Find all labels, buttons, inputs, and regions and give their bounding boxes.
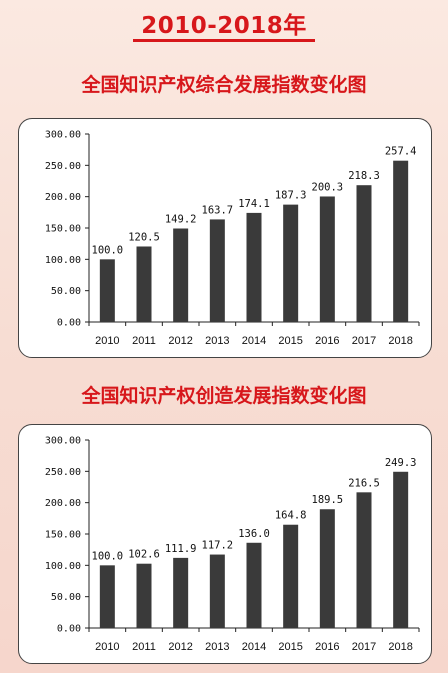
data-label-2015: 187.3: [275, 190, 307, 202]
bar-2017: [356, 492, 372, 628]
x-tick-label-2014: 2014: [242, 641, 266, 653]
x-tick-label-2017: 2017: [352, 335, 376, 347]
bar-2014: [246, 542, 262, 628]
data-label-2010: 100.0: [92, 244, 124, 256]
x-tick-label-2015: 2015: [278, 335, 302, 347]
data-label-2010: 100.0: [92, 550, 124, 562]
x-tick-label-2013: 2013: [205, 641, 229, 653]
y-tick-label: 150.00: [45, 224, 81, 235]
data-label-2012: 111.9: [165, 543, 197, 555]
x-tick-label-2010: 2010: [95, 641, 119, 653]
bar-2012: [173, 228, 189, 322]
data-label-2016: 200.3: [312, 181, 344, 193]
y-tick-label: 300.00: [45, 436, 81, 447]
y-tick-label: 100.00: [45, 255, 81, 266]
x-tick-label-2014: 2014: [242, 335, 266, 347]
chart-1-title: 全国知识产权综合发展指数变化图: [81, 74, 367, 96]
data-label-2016: 189.5: [312, 494, 344, 506]
bar-2018: [393, 160, 409, 322]
y-tick-label: 0.00: [57, 624, 81, 635]
data-label-2014: 136.0: [238, 528, 270, 540]
x-tick-label-2012: 2012: [168, 335, 192, 347]
data-label-2017: 216.5: [348, 477, 380, 489]
bar-2013: [209, 219, 225, 322]
x-tick-label-2012: 2012: [168, 641, 192, 653]
bar-2011: [136, 563, 152, 628]
bar-2012: [173, 557, 189, 628]
x-tick-label-2010: 2010: [95, 335, 119, 347]
data-label-2011: 120.5: [128, 231, 160, 243]
data-label-2011: 102.6: [128, 549, 160, 561]
x-tick-label-2018: 2018: [388, 641, 412, 653]
data-label-2013: 117.2: [202, 540, 234, 552]
y-tick-label: 50.00: [51, 592, 81, 603]
bar-2018: [393, 471, 409, 628]
y-tick-label: 200.00: [45, 192, 81, 203]
y-tick-label: 50.00: [51, 286, 81, 297]
title-underline: [133, 39, 315, 42]
x-tick-label-2018: 2018: [388, 335, 412, 347]
y-tick-label: 200.00: [45, 498, 81, 509]
bar-2016: [319, 196, 335, 322]
chart-2-panel: 0.00 50.00 100.00 150.00 200.00 250.00 300.00 1…: [18, 424, 432, 664]
data-label-2017: 218.3: [348, 170, 380, 182]
chart-2-title: 全国知识产权创造发展指数变化图: [81, 385, 367, 407]
x-tick-label-2017: 2017: [352, 641, 376, 653]
bar-2014: [246, 212, 262, 322]
data-label-2015: 164.8: [275, 510, 307, 522]
data-label-2013: 163.7: [202, 204, 234, 216]
x-tick-label-2016: 2016: [315, 335, 339, 347]
chart-1-panel: 0.00 50.00 100.00 150.00 200.00 250.00 300.00 1…: [18, 118, 432, 358]
bar-2011: [136, 246, 152, 322]
y-tick-label: 100.00: [45, 561, 81, 572]
x-tick-label-2015: 2015: [278, 641, 302, 653]
x-tick-label-2011: 2011: [132, 335, 156, 347]
chart-2-svg: 0.00 50.00 100.00 150.00 200.00 250.00 300.00 1…: [45, 436, 420, 653]
page-title: 2010-2018年: [141, 13, 307, 39]
x-tick-label-2013: 2013: [205, 335, 229, 347]
data-label-2018: 249.3: [385, 457, 417, 469]
y-tick-label: 300.00: [45, 130, 81, 141]
bar-2015: [283, 524, 299, 628]
data-label-2018: 257.4: [385, 146, 417, 158]
x-tick-label-2016: 2016: [315, 641, 339, 653]
bar-2015: [283, 204, 299, 322]
chart-1-svg: 0.00 50.00 100.00 150.00 200.00 250.00 300.00 1…: [45, 130, 420, 347]
y-tick-label: 150.00: [45, 530, 81, 541]
bar-2010: [99, 259, 115, 322]
data-label-2014: 174.1: [238, 198, 270, 210]
bar-2010: [99, 565, 115, 628]
data-label-2012: 149.2: [165, 214, 197, 226]
bar-2013: [209, 554, 225, 628]
y-tick-label: 250.00: [45, 161, 81, 172]
y-tick-label: 250.00: [45, 467, 81, 478]
x-tick-label-2011: 2011: [132, 641, 156, 653]
bar-2016: [319, 509, 335, 628]
y-tick-label: 0.00: [57, 318, 81, 329]
bar-2017: [356, 185, 372, 322]
